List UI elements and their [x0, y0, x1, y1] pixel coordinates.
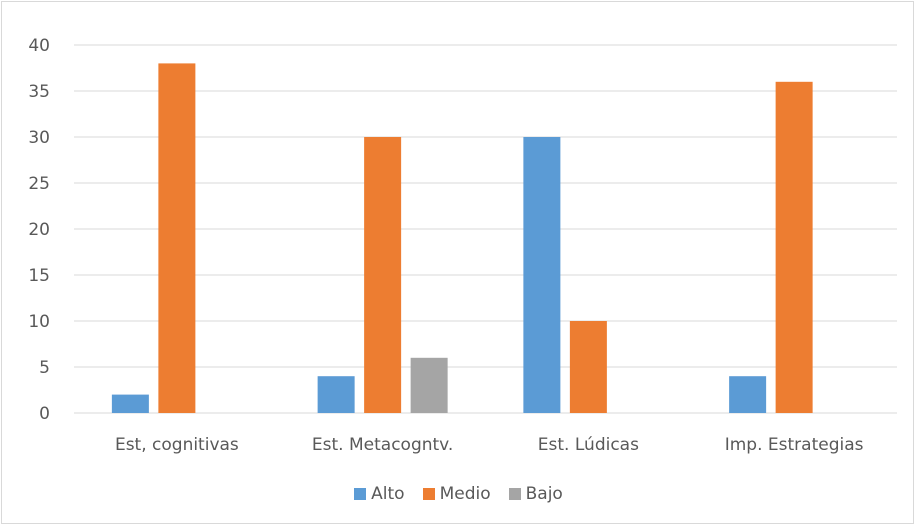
bar-medio-2 — [569, 321, 607, 413]
bar-alto-1 — [317, 376, 355, 413]
legend-label: Bajo — [525, 484, 563, 504]
bars — [111, 63, 813, 414]
legend-label: Alto — [371, 484, 405, 504]
legend-item-medio: Medio — [422, 484, 491, 504]
bar-alto-3 — [729, 376, 767, 413]
x-category-label: Imp. Estrategias — [725, 435, 864, 455]
x-category-label: Est. Lúdicas — [538, 435, 639, 455]
y-tick-label: 30 — [28, 128, 50, 148]
y-tick-label: 15 — [28, 266, 50, 286]
bar-bajo-1 — [410, 357, 448, 413]
legend-item-alto: Alto — [354, 484, 405, 504]
x-axis: Est, cognitivas Est. Metacogntv. Est. Lúdi… — [115, 435, 864, 455]
y-tick-label: 5 — [39, 358, 50, 378]
y-tick-label: 20 — [28, 220, 50, 240]
legend-label: Medio — [439, 484, 491, 504]
legend-swatch — [508, 488, 521, 500]
bar-medio-1 — [364, 137, 402, 413]
x-category-label: Est, cognitivas — [115, 435, 239, 455]
bar-medio-0 — [158, 63, 196, 414]
legend: Alto Medio Bajo — [0, 484, 917, 504]
y-tick-label: 0 — [39, 404, 50, 424]
x-category-label: Est. Metacogntv. — [312, 435, 453, 455]
legend-swatch — [354, 488, 367, 500]
y-tick-label: 40 — [28, 36, 50, 56]
bar-alto-0 — [111, 394, 149, 413]
y-tick-label: 35 — [28, 82, 50, 102]
legend-swatch — [422, 488, 435, 500]
bar-medio-3 — [775, 81, 813, 414]
y-tick-label: 10 — [28, 312, 50, 332]
gridlines — [74, 44, 897, 414]
bar-alto-2 — [523, 137, 561, 413]
y-tick-label: 25 — [28, 174, 50, 194]
legend-item-bajo: Bajo — [508, 484, 563, 504]
y-axis: 0 5 10 15 20 25 30 35 40 — [28, 36, 50, 424]
